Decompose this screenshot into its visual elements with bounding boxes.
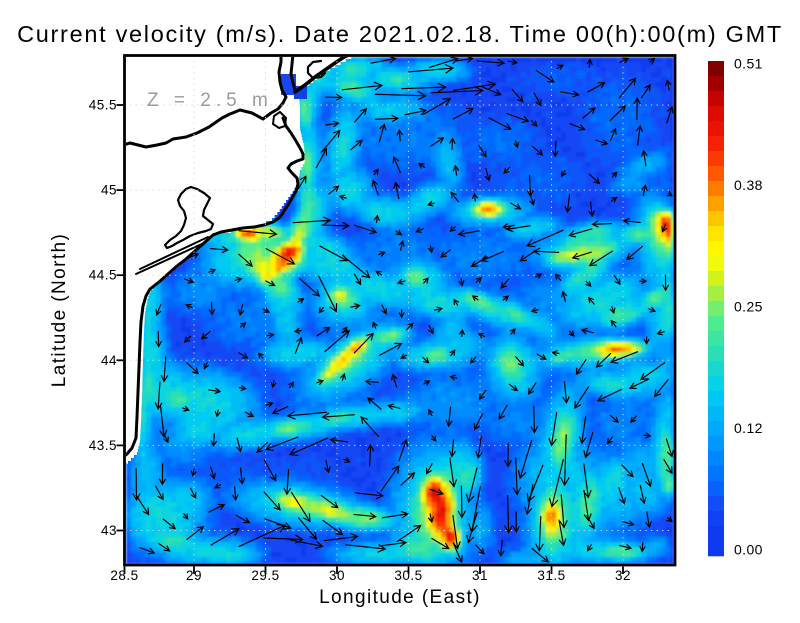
svg-text:Latitude (North): Latitude (North): [49, 233, 70, 387]
svg-text:29.5: 29.5: [251, 568, 279, 583]
svg-text:0.38: 0.38: [734, 177, 763, 193]
svg-text:45.5: 45.5: [89, 98, 117, 113]
svg-text:Current velocity (m/s). Date 2: Current velocity (m/s). Date 2021.02.18.…: [17, 21, 783, 47]
svg-text:Longitude (East): Longitude (East): [319, 587, 481, 608]
svg-text:31.5: 31.5: [537, 568, 565, 583]
svg-text:30.5: 30.5: [394, 568, 422, 583]
svg-text:44: 44: [101, 353, 117, 368]
svg-text:43: 43: [101, 523, 117, 538]
svg-text:30: 30: [329, 568, 345, 583]
svg-text:32: 32: [615, 568, 631, 583]
svg-text:Z = 2.5 m: Z = 2.5 m: [147, 90, 273, 111]
svg-text:0.00: 0.00: [734, 542, 763, 558]
svg-text:44.5: 44.5: [89, 268, 117, 283]
svg-text:31: 31: [472, 568, 488, 583]
svg-text:43.5: 43.5: [89, 438, 117, 453]
svg-text:0.51: 0.51: [734, 56, 763, 72]
svg-text:0.12: 0.12: [734, 420, 763, 436]
svg-text:45: 45: [101, 183, 117, 198]
svg-text:28.5: 28.5: [110, 568, 138, 583]
svg-text:29: 29: [186, 568, 202, 583]
svg-text:0.25: 0.25: [734, 299, 763, 315]
